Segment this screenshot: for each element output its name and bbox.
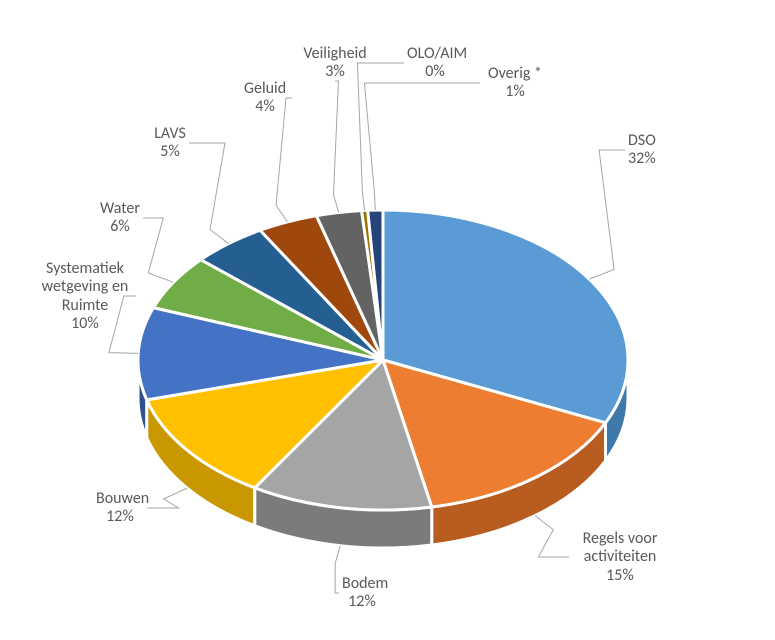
slice-name: Overig * [488,64,542,83]
leader-line [147,488,187,508]
slice-label: Veiligheid 3% [295,45,375,82]
leader-line [333,81,338,212]
slice-label: DSO 32% [628,132,652,169]
slice-name: Geluid [244,79,286,98]
leader-line [335,546,340,593]
slice-label: Water 6% [100,200,140,237]
pie-chart: DSO 32% Regels voor activiteiten 15% Bodem… [0,0,775,640]
slice-name: DSO [628,131,656,150]
slice-percent: 12% [348,592,376,611]
slice-label: Overig * 1% [483,65,547,102]
slice-name: LAVS [154,124,186,143]
leader-line [143,218,173,282]
slice-label: Systematiek wetgeving en Ruimte 10% [37,260,133,334]
slice-percent: 32% [628,149,656,168]
slice-percent: 1% [505,82,525,101]
slice-label: Bouwen 12% [96,490,144,527]
slice-percent: 5% [160,142,180,161]
slice-label: Geluid 4% [241,80,289,117]
slice-name: Bodem [342,574,388,593]
slice-label: Bodem 12% [342,575,382,612]
slice-label: Regels voor activiteiten 15% [572,530,668,585]
slice-percent: 6% [110,217,130,236]
slice-name: Water [100,199,140,218]
slice-name: OLO/AIM [407,44,467,63]
leader-line [189,143,229,244]
leader-line [589,150,625,279]
leader-line [535,516,569,557]
slice-name: Veiligheid [303,44,366,63]
slice-percent: 4% [255,97,275,116]
slice-percent: 0% [425,62,445,81]
slice-percent: 12% [106,507,134,526]
slice-label: OLO/AIM 0% [407,45,463,82]
slice-name: Systematiek wetgeving en Ruimte [42,259,129,315]
slice-percent: 15% [606,566,634,585]
slice-name: Regels voor activiteiten [583,529,658,566]
slice-name: Bouwen [96,489,149,508]
slice-label: LAVS 5% [154,125,186,162]
slice-percent: 10% [71,314,99,333]
leader-line [364,83,480,210]
slice-percent: 3% [325,62,345,81]
